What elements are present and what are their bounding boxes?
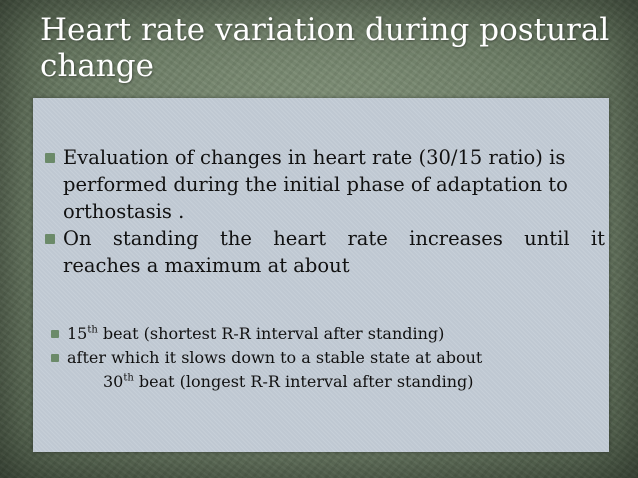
sub-bullet-text: after which it slows down to a stable st… <box>67 348 483 367</box>
ordinal-suffix: th <box>87 324 98 336</box>
bullet-line: orthostasis . <box>63 200 185 223</box>
square-bullet-icon <box>45 234 55 244</box>
ordinal-suffix: th <box>123 372 134 384</box>
bullet-line: performed during the initial phase of ad… <box>63 173 568 196</box>
sub-bullet-text: beat (shortest R-R interval after standi… <box>97 324 445 343</box>
sub-bullet-item: after which it slows down to a stable st… <box>51 346 591 370</box>
sub-bullet-text: beat (longest R-R interval after standin… <box>133 372 474 391</box>
sub-bullet-continuation: 30th beat (longest R-R interval after st… <box>51 370 591 394</box>
main-bullet-list: Evaluation of changes in heart rate (30/… <box>45 144 605 279</box>
slide-title: Heart rate variation during postural cha… <box>40 12 610 84</box>
bullet-line: reaches a maximum at about <box>63 254 350 277</box>
square-bullet-icon <box>45 153 55 163</box>
bullet-item: On standing the heart rate increases unt… <box>45 225 605 279</box>
beat-number: 30 <box>103 372 124 391</box>
bullet-line: Evaluation of changes in heart rate (30/… <box>63 146 566 169</box>
square-bullet-icon <box>51 354 59 362</box>
bullet-item: Evaluation of changes in heart rate (30/… <box>45 144 605 225</box>
beat-number: 15 <box>67 324 88 343</box>
square-bullet-icon <box>51 330 59 338</box>
content-box: Evaluation of changes in heart rate (30/… <box>33 98 609 452</box>
sub-bullet-list: 15th beat (shortest R-R interval after s… <box>51 322 591 394</box>
bullet-line: On standing the heart rate increases unt… <box>63 227 605 250</box>
sub-bullet-item: 15th beat (shortest R-R interval after s… <box>51 322 591 346</box>
